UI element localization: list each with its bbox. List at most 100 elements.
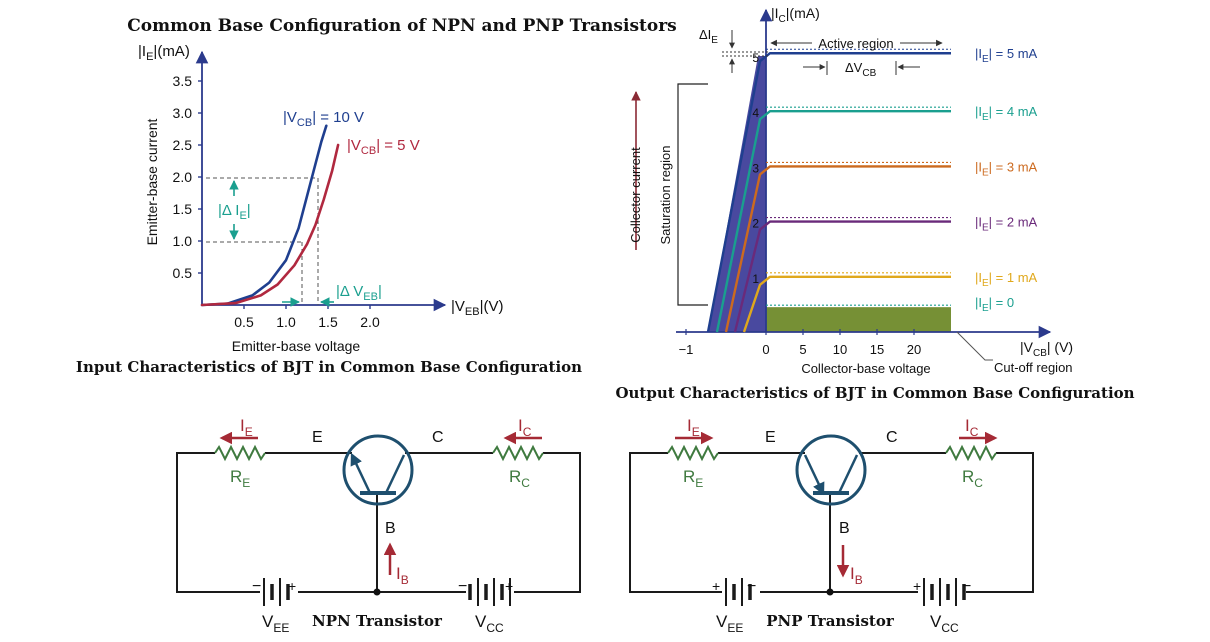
input-curve-label-10v: |VCB| = 10 V [283, 109, 364, 129]
npn-circuit: IE IC IB RE RC E C B − + − + VEE VCC NPN… [176, 416, 581, 635]
npn-vee-label: VEE [262, 612, 289, 635]
input-x-axis-title: Emitter-base voltage [232, 338, 361, 354]
pnp-re-resistor [667, 444, 719, 462]
output-series-2-label: |IE| = 3 mA [975, 159, 1038, 178]
input-y-tick-label-4: 2.5 [173, 137, 193, 153]
pnp-rc-label: RC [962, 467, 983, 490]
pnp-vee-battery [725, 578, 752, 606]
pnp-emitter-lead [803, 454, 825, 496]
input-x-tick-label-1: 1.0 [276, 314, 296, 330]
cutoff-region-label: Cut-off region [994, 360, 1073, 375]
input-ticks: 0.5 1.0 1.5 2.0 2.5 3.0 3.5 0.5 1.0 1.5 2.0 [173, 73, 380, 330]
input-x-tick-label-3: 2.0 [360, 314, 380, 330]
pnp-vcc-label: VCC [930, 612, 959, 635]
npn-transistor-caption: NPN Transistor [312, 612, 443, 630]
npn-wire-loop [176, 452, 581, 593]
output-ticks: 1 2 3 4 5 −1 0 5 10 15 20 [679, 51, 922, 357]
input-y-tick-label-1: 1.0 [173, 233, 193, 249]
output-y-unit-label: |IC|(mA) [771, 5, 820, 25]
input-y-tick-label-0: 0.5 [173, 265, 193, 281]
output-chart: 1 2 3 4 5 −1 0 5 10 15 20 |IC|(mA) |VCB| (V) Colle… [615, 5, 1134, 402]
input-series-1-line [200, 143, 340, 307]
npn-vcc-plus: + [505, 578, 513, 594]
input-y-tick-label-2: 1.5 [173, 201, 193, 217]
output-chart-caption: Output Characteristics of BJT in Common … [615, 384, 1134, 402]
output-x-tick-label-1: 0 [762, 342, 769, 357]
npn-junction-dot [373, 588, 381, 596]
pnp-vcc-plus: + [913, 578, 921, 594]
input-curves [200, 124, 340, 307]
output-series-4-line [742, 275, 951, 333]
output-x-tick-label-0: −1 [679, 342, 694, 357]
output-series-5-label: |IE| = 0 [975, 295, 1014, 314]
npn-vee-plus: + [288, 578, 296, 594]
output-y-tick-label-1: 2 [752, 217, 759, 231]
npn-rc-label: RC [509, 467, 530, 490]
pnp-ib-label: IB [850, 564, 863, 587]
pnp-wire-loop [629, 452, 1034, 593]
output-x-axis-title: Collector-base voltage [801, 361, 930, 376]
input-delta-ie-label: |Δ IE| [218, 202, 251, 222]
npn-ib-label: IB [396, 564, 409, 587]
npn-vcc-battery [468, 578, 511, 606]
output-curve-labels: |IE| = 5 mA |IE| = 4 mA |IE| = 3 mA |IE| = … [975, 46, 1038, 314]
pnp-circuit: IE IC IB RE RC E C B + − + − VEE VCC PNP… [629, 416, 1034, 635]
output-y-tick-label-2: 3 [752, 161, 759, 175]
output-curves [706, 48, 951, 333]
npn-collector-label: C [432, 429, 444, 446]
output-series-3-label: |IE| = 2 mA [975, 215, 1038, 234]
pnp-re-label: RE [683, 467, 703, 490]
output-y-tick-label-4: 5 [752, 51, 759, 65]
npn-emitter-lead [350, 452, 372, 494]
input-x-tick-label-2: 1.5 [318, 314, 338, 330]
delta-vcb-label: ΔVCB [845, 60, 877, 79]
input-chart: |IE|(mA) Emitter-base current |VEB|(V) E… [76, 43, 582, 376]
npn-rc-resistor [492, 444, 544, 462]
pnp-ie-label: IE [687, 416, 700, 439]
output-x-unit-label: |VCB| (V) [1020, 339, 1073, 359]
input-delta-veb-label: |Δ VEB| [336, 283, 382, 303]
cutoff-region-pointer [956, 331, 993, 361]
input-y-tick-label-3: 2.0 [173, 169, 193, 185]
saturation-region-label: Saturation region [658, 145, 673, 244]
active-region-label: Active region [818, 36, 893, 51]
input-curve-label-5v: |VCB| = 5 V [347, 137, 420, 157]
input-series-0-line [200, 124, 328, 307]
npn-vcc-minus: − [458, 578, 467, 595]
input-x-tick-label-0: 0.5 [234, 314, 254, 330]
saturation-region-bracket [677, 83, 708, 306]
cutoff-region-fill [766, 307, 951, 332]
pnp-vee-minus: − [747, 578, 756, 595]
input-x-unit-label: |VEB|(V) [451, 298, 504, 318]
pnp-rc-resistor [945, 444, 997, 462]
pnp-ic-label: IC [965, 416, 979, 439]
npn-base-label: B [385, 520, 396, 537]
input-chart-caption: Input Characteristics of BJT in Common B… [76, 358, 582, 376]
main-title: Common Base Configuration of NPN and PNP… [127, 16, 677, 36]
pnp-collector-lead [837, 454, 859, 494]
input-y-axis-title: Emitter-base current [144, 118, 160, 245]
npn-re-label: RE [230, 467, 250, 490]
pnp-vcc-battery [923, 578, 966, 606]
output-series-0-label: |IE| = 5 mA [975, 46, 1038, 65]
pnp-collector-label: C [886, 429, 898, 446]
input-y-tick-label-6: 3.5 [173, 73, 193, 89]
pnp-base-label: B [839, 520, 850, 537]
npn-ie-label: IE [240, 416, 253, 439]
input-y-tick-label-5: 3.0 [173, 105, 193, 121]
pnp-vee-plus: + [712, 578, 720, 594]
output-y-axis-title: Collector current [628, 147, 643, 243]
npn-vee-battery [263, 578, 290, 606]
pnp-junction-dot [826, 588, 834, 596]
pnp-transistor-caption: PNP Transistor [766, 612, 895, 630]
pnp-transistor-symbol [795, 434, 867, 506]
pnp-emitter-label: E [765, 429, 776, 446]
output-delta-ie-label: ΔIE [699, 27, 718, 46]
output-x-tick-label-2: 5 [799, 342, 806, 357]
input-y-unit-label: |IE|(mA) [138, 43, 190, 63]
output-series-1-label: |IE| = 4 mA [975, 104, 1038, 123]
output-series-1-line [715, 109, 951, 333]
output-series-0-line [706, 52, 951, 333]
npn-collector-lead [384, 454, 406, 494]
